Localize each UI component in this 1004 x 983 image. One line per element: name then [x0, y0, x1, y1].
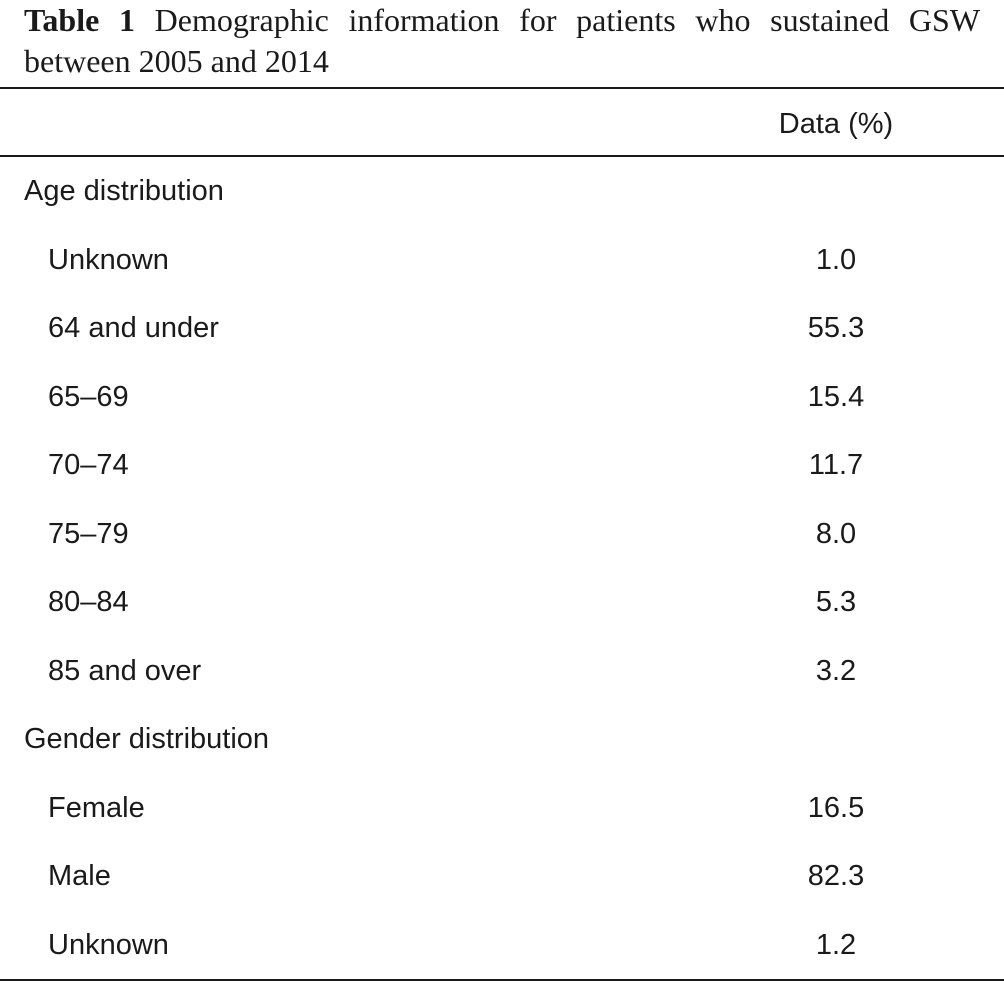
table-row-section: Age distribution: [0, 157, 1004, 226]
row-label: Male: [48, 860, 111, 892]
table-row: 64 and under 55.3: [0, 294, 1004, 363]
row-label: Unknown: [48, 928, 169, 961]
table-bottom-rule: [0, 979, 1004, 981]
table-caption-text: Demographic information for patients who…: [24, 2, 981, 79]
row-value: 16.5: [807, 791, 865, 824]
table-row: 75–79 8.0: [0, 500, 1004, 569]
row-label: 85 and over: [48, 654, 202, 687]
table-header-rule: [0, 155, 1004, 157]
table-row-section: Gender distribution: [0, 705, 1004, 774]
row-value: 82.3: [807, 860, 865, 892]
table-body: Age distribution Unknown 1.0 64 and unde…: [0, 157, 1004, 979]
row-value: [700, 157, 972, 226]
row-label: Unknown: [48, 243, 169, 276]
row-value: 1.0: [815, 243, 857, 276]
row-value: 11.7: [808, 449, 864, 481]
row-label: Age distribution: [24, 175, 224, 207]
row-label: 65–69: [48, 380, 129, 413]
row-label: 64 and under: [48, 312, 219, 344]
row-value: 8.0: [815, 517, 857, 550]
table-row: 85 and over 3.2: [0, 637, 1004, 706]
row-value: 55.3: [807, 312, 865, 344]
row-label: Gender distribution: [24, 723, 270, 755]
row-label: 80–84: [48, 586, 129, 618]
table-row: Unknown 1.2: [0, 911, 1004, 980]
table-row: Unknown 1.0: [0, 226, 1004, 295]
table-caption-label: Table 1: [24, 2, 135, 38]
row-value: 1.2: [815, 928, 857, 961]
column-header-data-percent: Data (%): [778, 108, 894, 140]
row-label: 70–74: [48, 449, 129, 481]
row-value: 15.4: [807, 380, 865, 413]
table-row: 80–84 5.3: [0, 568, 1004, 637]
row-value: 3.2: [815, 654, 857, 687]
table-caption: Table 1 Demographic information for pati…: [24, 0, 980, 82]
table-row: Female 16.5: [0, 774, 1004, 843]
table-top-rule: [0, 87, 1004, 89]
row-label: 75–79: [48, 517, 129, 550]
table-row: 65–69 15.4: [0, 363, 1004, 432]
row-label: Female: [48, 791, 145, 824]
table-row: Male 82.3: [0, 842, 1004, 911]
row-value: [700, 705, 972, 774]
table-row: 70–74 11.7: [0, 431, 1004, 500]
row-value: 5.3: [815, 586, 857, 618]
